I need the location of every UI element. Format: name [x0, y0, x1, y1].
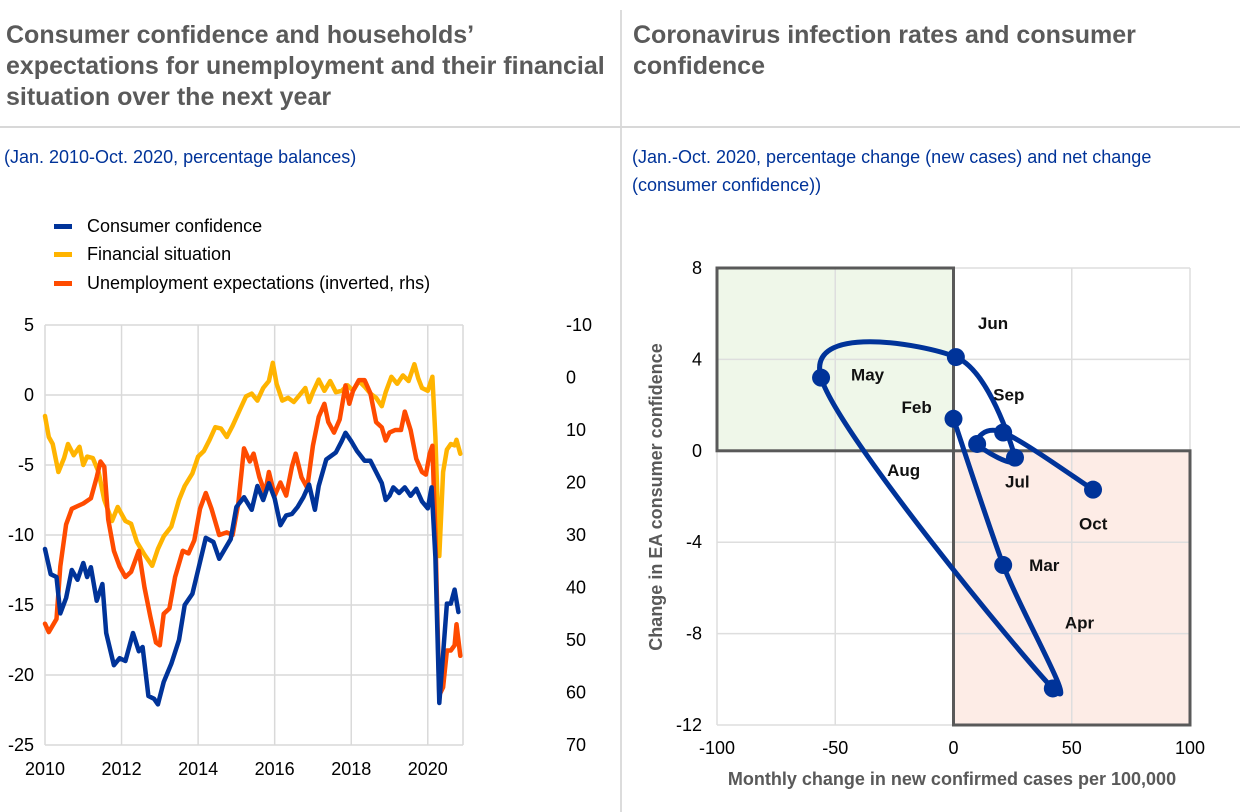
left-chart-y2-axis: -10 0 10 20 30 40 50 60 70 — [566, 315, 592, 755]
series-line-consumer-confidence — [42, 430, 461, 707]
x-tick-label: 2010 — [25, 759, 65, 779]
x-tick-label: 2012 — [102, 759, 142, 779]
left-chart-title: Consumer confidence and households’ expe… — [6, 21, 605, 111]
legend-swatch-consumer-confidence — [54, 224, 72, 229]
y2-tick-label: 50 — [566, 630, 586, 650]
y2-tick-label: 10 — [566, 420, 586, 440]
legend-item-consumer-confidence: Consumer confidence — [54, 216, 262, 236]
y2-tick-label: -10 — [566, 315, 592, 335]
left-chart-subtitle: (Jan. 2010-Oct. 2020, percentage balance… — [4, 147, 357, 167]
legend-swatch-unemployment-expectations — [54, 281, 72, 286]
x-tick-label: 2020 — [408, 759, 448, 779]
right-chart-subtitle: (Jan.-Oct. 2020, percentage change (new … — [632, 147, 1152, 195]
series-line-financial-situation — [42, 360, 463, 569]
left-chart-legend: Consumer confidence Financial situation … — [54, 216, 430, 293]
y-tick-label: 5 — [24, 315, 34, 335]
y2-tick-label: 0 — [566, 368, 576, 388]
y-tick-label: -5 — [18, 455, 34, 475]
legend-item-financial-situation: Financial situation — [54, 244, 231, 264]
x-tick-label: 2016 — [255, 759, 295, 779]
series-line-unemployment-expectations-inverted-rhs — [42, 377, 463, 698]
y-tick-label: 0 — [24, 385, 34, 405]
x-tick-label: 2018 — [331, 759, 371, 779]
legend-label-unemployment-expectations: Unemployment expectations (inverted, rhs… — [87, 273, 430, 293]
y-tick-label: -20 — [8, 665, 34, 685]
y2-tick-label: 30 — [566, 525, 586, 545]
y2-tick-label: 20 — [566, 473, 586, 493]
y2-tick-label: 70 — [566, 735, 586, 755]
x-tick-label: 2014 — [178, 759, 218, 779]
legend-swatch-financial-situation — [54, 252, 72, 257]
y2-tick-label: 40 — [566, 578, 586, 598]
left-chart-x-axis: 2010 2012 2014 2016 2018 2020 — [25, 759, 448, 779]
left-chart-panel: Consumer confidence and households’ expe… — [4, 21, 605, 167]
y2-tick-label: 60 — [566, 683, 586, 703]
right-chart-title: Coronavirus infection rates and consumer… — [633, 21, 1136, 80]
left-chart-series — [42, 360, 463, 707]
legend-label-financial-situation: Financial situation — [87, 244, 231, 264]
right-chart-panel: Coronavirus infection rates and consumer… — [621, 0, 1240, 812]
legend-item-unemployment-expectations: Unemployment expectations (inverted, rhs… — [54, 273, 430, 293]
y-tick-label: -15 — [8, 595, 34, 615]
header-divider-horizontal — [0, 126, 1240, 128]
left-chart-y-axis: 5 0 -5 -10 -15 -20 -25 — [8, 315, 34, 755]
y-tick-label: -10 — [8, 525, 34, 545]
panel-divider-vertical — [620, 10, 622, 812]
left-chart-gridlines — [44, 324, 464, 746]
y-tick-label: -25 — [8, 735, 34, 755]
legend-label-consumer-confidence: Consumer confidence — [87, 216, 262, 236]
